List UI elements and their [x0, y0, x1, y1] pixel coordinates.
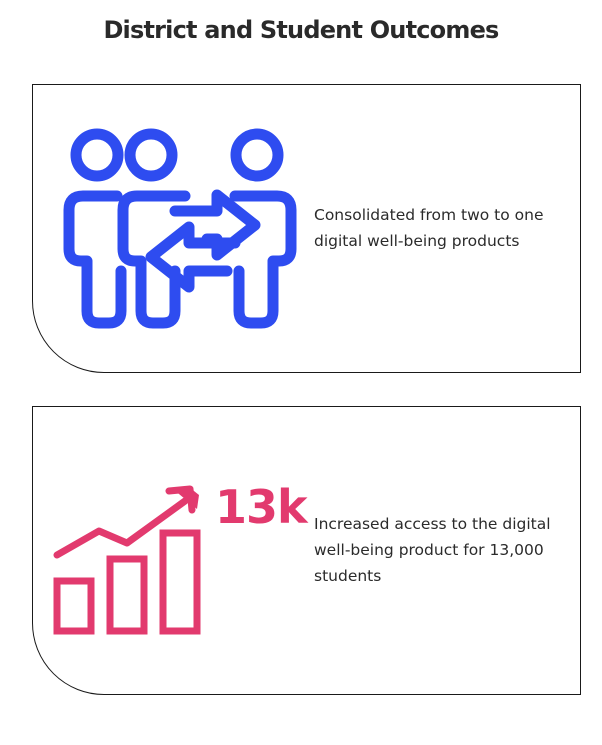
- outcome-card-consolidation: Consolidated from two to one digital wel…: [32, 84, 581, 373]
- outcome-text-access: Increased access to the digital well-bei…: [314, 515, 551, 585]
- outcome-card-access: 13k Increased access to the digital well…: [32, 406, 581, 695]
- outcome-text-consolidation: Consolidated from two to one digital wel…: [314, 206, 544, 250]
- page-title: District and Student Outcomes: [103, 16, 499, 44]
- growth-bar-chart-icon: 13k: [53, 480, 309, 635]
- people-exchange-icon: [63, 128, 297, 329]
- stat-13k: 13k: [215, 480, 309, 534]
